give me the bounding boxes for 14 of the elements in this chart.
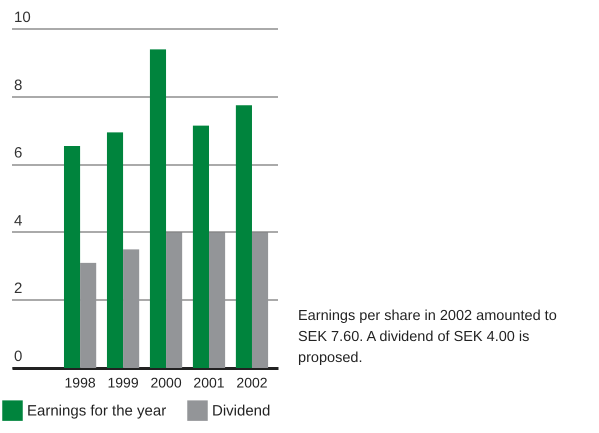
x-tick-label: 2000 (150, 374, 182, 390)
x-tick-label: 1999 (107, 374, 139, 390)
y-tick-label: 10 (14, 9, 31, 26)
legend-label: Earnings for the year (27, 402, 166, 420)
y-tick-label: 2 (14, 280, 22, 298)
text: Earnings per share in 2002 amounted to SEK 7.60. A dividend of SEK 4.00 is proposed. (298, 307, 558, 368)
y-tick-label: 8 (14, 76, 22, 94)
x-tick-label: 2002 (236, 374, 268, 390)
x-tick-label: 1998 (64, 374, 96, 390)
y-tick-label: 0 (14, 348, 22, 365)
y-tick-label: 4 (14, 212, 22, 230)
x-tick-label: 2001 (193, 374, 225, 390)
legend-label: Dividend (212, 402, 270, 420)
y-tick-label: 6 (14, 144, 22, 162)
